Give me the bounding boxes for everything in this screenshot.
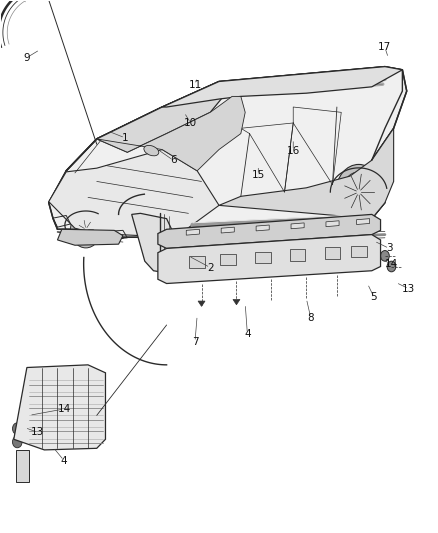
Text: 10: 10 [184,118,197,128]
Polygon shape [97,82,232,152]
Polygon shape [97,96,245,171]
Polygon shape [219,128,394,219]
Polygon shape [255,252,271,263]
Text: 5: 5 [371,292,377,302]
Text: 13: 13 [402,284,416,294]
Polygon shape [57,229,123,245]
Polygon shape [49,67,407,237]
Text: 11: 11 [188,80,201,90]
Polygon shape [186,229,199,235]
Text: 2: 2 [207,263,214,272]
Polygon shape [14,365,106,450]
Circle shape [71,211,101,248]
Circle shape [77,219,95,240]
Polygon shape [290,249,305,261]
Polygon shape [189,256,205,268]
Polygon shape [49,150,219,237]
Text: 16: 16 [286,146,300,156]
Circle shape [381,251,389,261]
Text: 4: 4 [244,329,251,339]
Ellipse shape [144,146,159,156]
Text: 4: 4 [61,456,67,465]
Polygon shape [158,214,381,248]
Circle shape [351,182,367,201]
Polygon shape [158,235,381,284]
Text: 6: 6 [170,155,177,165]
Polygon shape [16,450,29,482]
Polygon shape [198,301,205,306]
Polygon shape [291,223,304,229]
Text: 1: 1 [122,133,128,143]
Circle shape [12,423,22,434]
Polygon shape [162,67,403,107]
Text: 14: 14 [385,260,398,269]
Polygon shape [256,225,269,231]
Text: 17: 17 [378,43,392,52]
Text: 3: 3 [386,244,392,253]
Text: 7: 7 [192,337,198,347]
Text: 9: 9 [24,53,30,62]
Circle shape [12,436,22,448]
Text: 8: 8 [307,312,314,322]
Polygon shape [357,219,370,224]
Text: 15: 15 [252,170,265,180]
Polygon shape [221,227,234,233]
Circle shape [336,165,381,220]
Circle shape [342,172,375,212]
Circle shape [387,261,396,272]
Polygon shape [326,221,339,227]
Text: 13: 13 [31,427,44,438]
Text: 14: 14 [57,404,71,414]
Polygon shape [325,247,340,259]
Polygon shape [233,300,240,305]
Polygon shape [132,213,175,273]
Polygon shape [220,254,236,265]
Polygon shape [351,246,367,257]
